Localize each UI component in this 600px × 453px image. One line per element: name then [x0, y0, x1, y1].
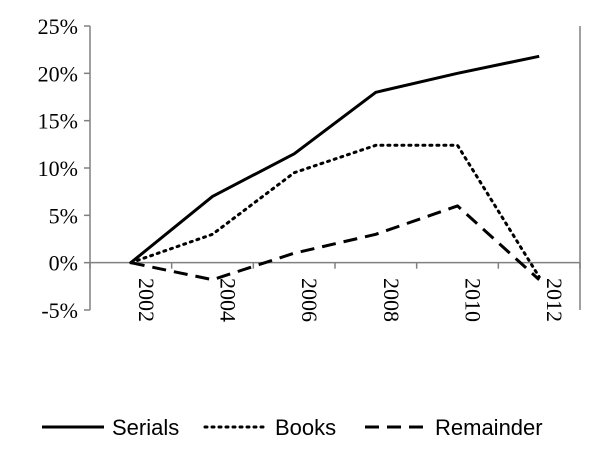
y-tick-label: 20%	[38, 61, 78, 86]
y-axis: -5% 0% 5% 10% 15% 20% 25%	[38, 14, 90, 323]
legend-label-remainder: Remainder	[435, 415, 543, 440]
y-tick-label: 5%	[49, 203, 78, 228]
series-lines	[129, 54, 541, 282]
x-tick-label: 2006	[297, 278, 322, 322]
x-tick-label: 2012	[542, 278, 567, 322]
legend: Serials Books Remainder	[42, 415, 543, 440]
y-tick-label: 10%	[38, 156, 78, 181]
y-tick-label: 0%	[49, 251, 78, 276]
x-axis: 2002 2004 2006 2008 2010 2012	[89, 262, 581, 322]
x-tick-label: 2010	[461, 278, 486, 322]
y-tick-label: 15%	[38, 109, 78, 134]
legend-label-serials: Serials	[112, 415, 179, 440]
series-line-remainder	[130, 204, 541, 282]
x-tick-label: 2004	[216, 278, 241, 322]
legend-label-books: Books	[275, 415, 336, 440]
series-line-books	[129, 143, 541, 279]
series-line-serials	[129, 54, 540, 264]
y-tick-label: 25%	[38, 14, 78, 39]
y-tick-label: -5%	[41, 298, 78, 323]
x-tick-label: 2008	[379, 278, 404, 322]
x-tick-label: 2002	[134, 278, 159, 322]
